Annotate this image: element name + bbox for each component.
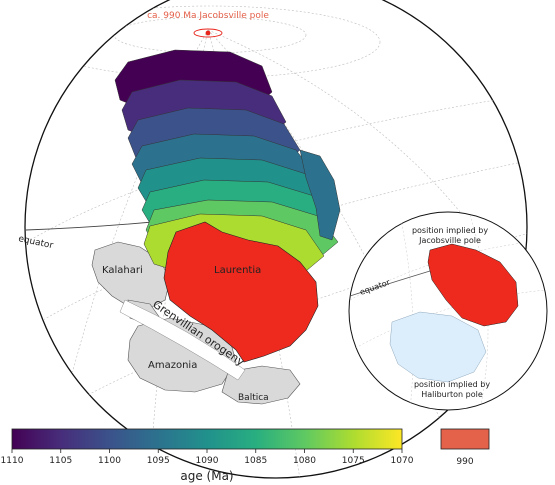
- inset-bottom-label-1: position implied by: [414, 380, 490, 389]
- colorbar-ticks: 1110 1105 1100 1095 1090 1085 1080 1075 1070: [1, 449, 414, 466]
- grenvillian-belt: [119, 299, 246, 381]
- pole-label: ca. 990 Ma Jacobsville pole: [147, 11, 269, 21]
- colorbar-tick-label: 1070: [391, 456, 414, 466]
- kalahari-label: Kalahari: [102, 265, 143, 276]
- colorbar-tick-label: 1095: [147, 456, 170, 466]
- inset-top-label-1: position implied by: [412, 226, 488, 235]
- kalahari-craton: [91, 241, 171, 309]
- laurentia-haliburton: [389, 311, 487, 383]
- colorbar-tick-label: 1075: [342, 456, 365, 466]
- colorbar-tick-label: 1090: [196, 456, 219, 466]
- cratons: [91, 241, 301, 405]
- colorbar-title: age (Ma): [180, 469, 233, 483]
- amazonia-craton: [127, 317, 237, 393]
- colorbar-tick-label: 1080: [293, 456, 316, 466]
- baltica-label: Baltica: [238, 393, 269, 403]
- swatch-label: 990: [456, 457, 473, 467]
- colorbar-tick-label: 1110: [1, 456, 24, 466]
- colorbar: 1110 1105 1100 1095 1090 1085 1080 1075 1070 age…: [1, 428, 414, 483]
- laurentia-east-margin: [299, 149, 341, 241]
- colorbar-tick-label: 1100: [98, 456, 121, 466]
- inset-bottom-label-2: Haliburton pole: [421, 390, 483, 399]
- laurentia-990: [163, 221, 319, 363]
- colorbar-tick-label: 1105: [49, 456, 72, 466]
- inset-globe: position implied by Jacobsville pole equ…: [348, 211, 548, 411]
- amazonia-label: Amazonia: [148, 360, 197, 371]
- inset-top-label-2: Jacobsville pole: [418, 236, 481, 245]
- jacobsville-pole: [193, 28, 223, 38]
- baltica-craton: [221, 365, 301, 405]
- laurentia-label: Laurentia: [214, 265, 261, 276]
- colorbar-tick-label: 1085: [244, 456, 267, 466]
- swatch-990: 990: [440, 428, 490, 467]
- laurentia-jacobsville: [427, 243, 519, 327]
